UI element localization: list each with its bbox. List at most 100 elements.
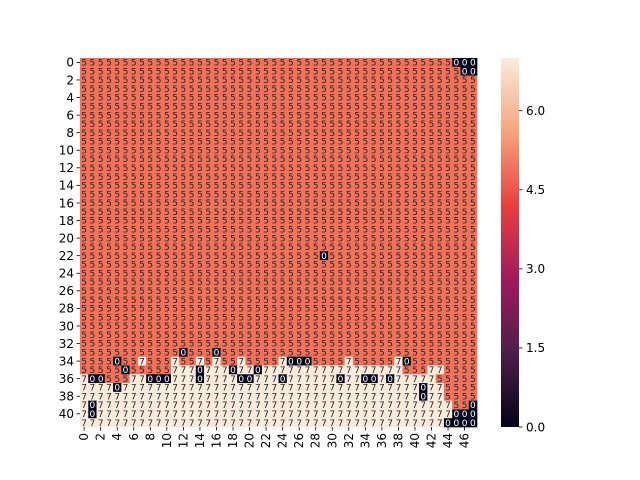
y-tick-label: 10 <box>59 144 74 158</box>
heatmap-cell <box>361 304 370 314</box>
heatmap-cell <box>179 251 188 261</box>
heatmap-cell <box>80 119 89 129</box>
heatmap-cell <box>253 304 263 314</box>
cell-annotation: 5 <box>404 208 410 218</box>
heatmap-cell <box>377 251 387 261</box>
heatmap-cell <box>386 277 395 287</box>
cell-annotation: 5 <box>205 234 211 244</box>
cell-annotation: 5 <box>462 375 468 385</box>
heatmap-cell <box>237 110 246 120</box>
heatmap-cell <box>121 339 130 349</box>
heatmap-cell <box>270 330 279 340</box>
cell-annotation: 5 <box>263 322 269 332</box>
heatmap-cell <box>452 75 461 85</box>
heatmap-cell <box>187 321 197 331</box>
heatmap-cell <box>88 321 97 331</box>
heatmap-cell <box>179 128 188 138</box>
heatmap-cell <box>419 207 428 217</box>
heatmap-cell <box>228 330 238 340</box>
cell-annotation: 5 <box>147 164 153 174</box>
cell-annotation: 5 <box>453 111 459 121</box>
heatmap-cell <box>410 75 420 85</box>
heatmap-cell <box>468 172 478 182</box>
heatmap-cell <box>377 189 387 199</box>
cell-annotation: 5 <box>313 287 319 297</box>
heatmap-cell <box>253 93 263 103</box>
heatmap-cell <box>386 268 395 278</box>
cell-annotation: 5 <box>205 261 211 271</box>
heatmap-cell <box>303 137 312 147</box>
heatmap-cell <box>394 321 403 331</box>
cell-annotation: 7 <box>329 410 335 420</box>
heatmap-cell <box>245 119 255 129</box>
heatmap-cell <box>270 58 279 68</box>
cell-annotation: 0 <box>247 375 253 385</box>
heatmap-cell <box>195 286 205 296</box>
cell-annotation: 5 <box>296 120 302 130</box>
heatmap-cell <box>460 383 470 393</box>
heatmap-cell <box>204 137 213 147</box>
cell-annotation: 5 <box>470 305 476 315</box>
cell-annotation: 5 <box>271 278 277 288</box>
heatmap-cell <box>328 312 337 322</box>
heatmap-cell <box>427 295 436 305</box>
heatmap-cell <box>146 383 155 393</box>
cell-annotation: 5 <box>313 226 319 236</box>
cell-annotation: 5 <box>280 208 286 218</box>
cell-annotation: 5 <box>280 190 286 200</box>
heatmap-cell <box>270 93 279 103</box>
cell-annotation: 5 <box>412 76 418 86</box>
cell-annotation: 5 <box>437 59 443 69</box>
cell-annotation: 5 <box>305 217 311 227</box>
heatmap-cell <box>228 391 238 401</box>
heatmap-cell <box>435 119 445 129</box>
heatmap-cell <box>195 233 205 243</box>
cell-annotation: 5 <box>387 226 393 236</box>
cell-annotation: 5 <box>222 155 228 165</box>
heatmap-cell <box>460 84 470 94</box>
heatmap-cell <box>170 75 180 85</box>
heatmap-cell <box>361 400 370 410</box>
cell-annotation: 5 <box>164 76 170 86</box>
heatmap-cell <box>220 347 230 358</box>
cell-annotation: 5 <box>139 173 145 183</box>
cell-annotation: 5 <box>445 164 451 174</box>
cell-annotation: 5 <box>164 287 170 297</box>
cell-annotation: 5 <box>156 138 162 148</box>
heatmap-cell <box>154 216 164 226</box>
cell-annotation: 7 <box>280 392 286 402</box>
heatmap-cell <box>261 260 271 270</box>
heatmap-cell <box>179 207 188 217</box>
cell-annotation: 5 <box>139 243 145 253</box>
heatmap-cell <box>369 224 379 235</box>
cell-annotation: 5 <box>172 164 178 174</box>
cell-annotation: 5 <box>412 331 418 341</box>
heatmap-cell <box>419 189 428 199</box>
heatmap-cell <box>460 216 470 226</box>
cell-annotation: 5 <box>214 67 220 77</box>
heatmap-cell <box>427 163 436 173</box>
heatmap-cell <box>104 84 114 94</box>
heatmap-cell <box>228 101 238 112</box>
cell-annotation: 5 <box>288 85 294 95</box>
cell-annotation: 7 <box>280 357 286 367</box>
heatmap-cell <box>377 75 387 85</box>
heatmap-cell <box>237 181 246 191</box>
heatmap-cell <box>237 374 246 384</box>
cell-annotation: 5 <box>404 94 410 104</box>
cell-annotation: 5 <box>205 217 211 227</box>
heatmap-cell <box>104 189 114 199</box>
cell-annotation: 5 <box>338 120 344 130</box>
cell-annotation: 5 <box>445 76 451 86</box>
heatmap-cell <box>435 321 445 331</box>
cell-annotation: 5 <box>106 349 112 359</box>
cell-annotation: 7 <box>131 384 137 394</box>
cell-annotation: 7 <box>412 375 418 385</box>
heatmap-cell <box>129 286 139 296</box>
heatmap-cell <box>212 207 221 217</box>
heatmap-cell <box>187 242 197 252</box>
heatmap-cell <box>328 198 337 208</box>
cell-annotation: 5 <box>98 67 104 77</box>
heatmap-cell <box>212 75 221 85</box>
heatmap-cell <box>204 347 213 358</box>
